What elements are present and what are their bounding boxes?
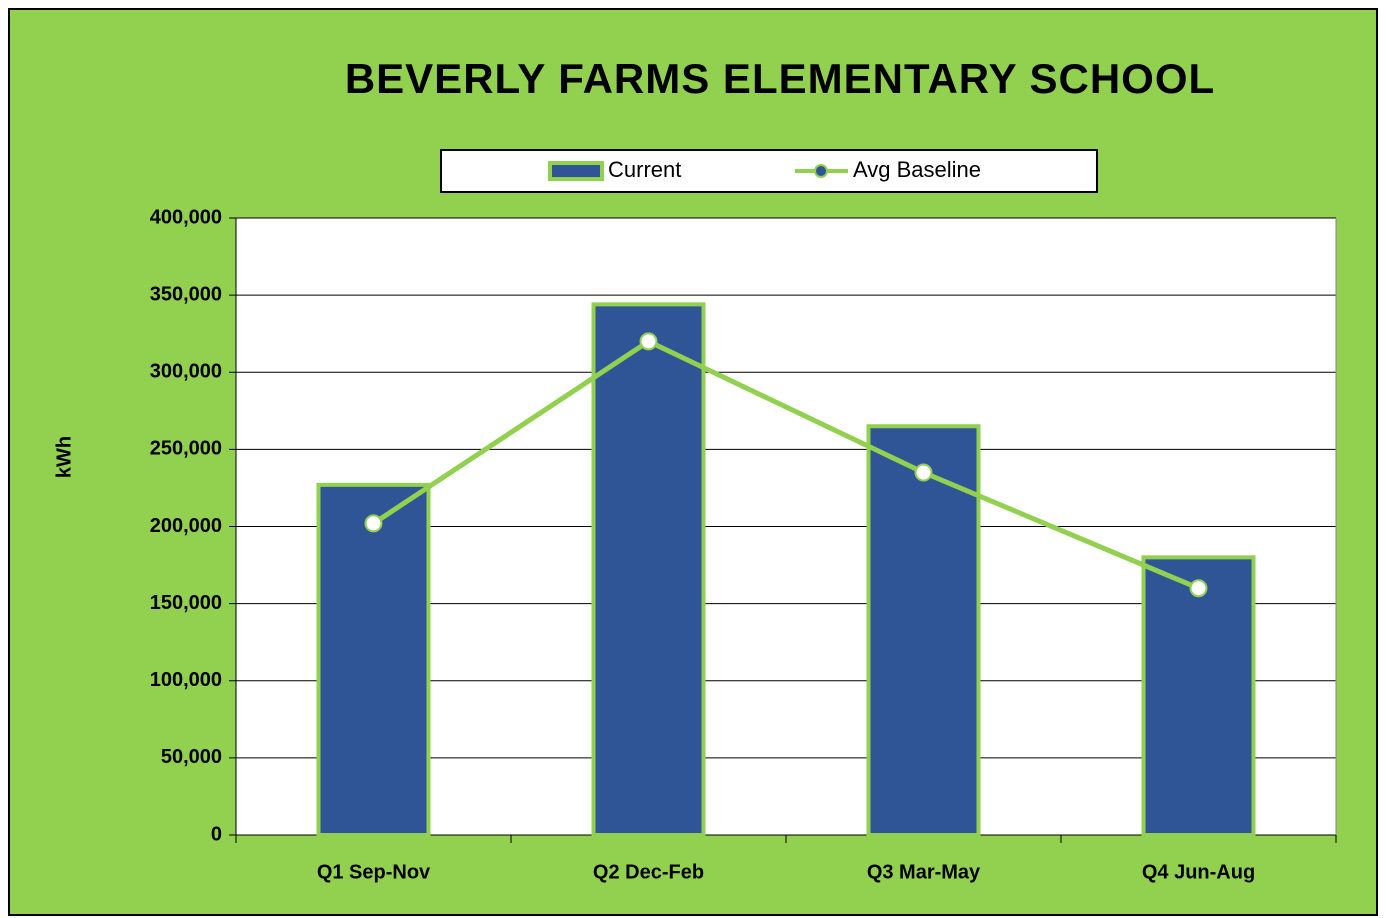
- bar: [316, 482, 431, 837]
- y-tick-label: 0: [211, 823, 222, 845]
- line-marker: [914, 463, 933, 482]
- line-marker: [1189, 579, 1208, 598]
- bar: [591, 302, 706, 837]
- x-tick-label: Q3 Mar-May: [867, 861, 981, 883]
- chart-title: BEVERLY FARMS ELEMENTARY SCHOOL: [345, 55, 1215, 102]
- line-marker: [364, 514, 383, 533]
- line: [372, 338, 1200, 591]
- y-tick-label: 200,000: [150, 515, 222, 537]
- x-tick-label: Q2 Dec-Feb: [593, 861, 704, 883]
- bar: [1141, 555, 1256, 837]
- bar: [866, 424, 981, 837]
- legend-label: Avg Baseline: [853, 157, 981, 182]
- legend-label: Current: [608, 157, 681, 182]
- line-marker: [639, 332, 658, 351]
- y-tick-label: 50,000: [161, 746, 222, 768]
- y-tick-label: 350,000: [150, 283, 222, 305]
- x-tick-label: Q1 Sep-Nov: [317, 861, 431, 883]
- legend-swatch: [548, 161, 604, 181]
- legend: [440, 149, 1098, 193]
- y-tick-label: 300,000: [150, 361, 222, 383]
- y-axis-label: kWh: [53, 436, 75, 478]
- legend-marker: [814, 164, 828, 178]
- y-tick-label: 400,000: [150, 206, 222, 228]
- y-tick-label: 150,000: [150, 592, 222, 614]
- x-tick-label: Q4 Jun-Aug: [1142, 861, 1255, 883]
- y-tick-label: 100,000: [150, 669, 222, 691]
- y-tick-label: 250,000: [150, 438, 222, 460]
